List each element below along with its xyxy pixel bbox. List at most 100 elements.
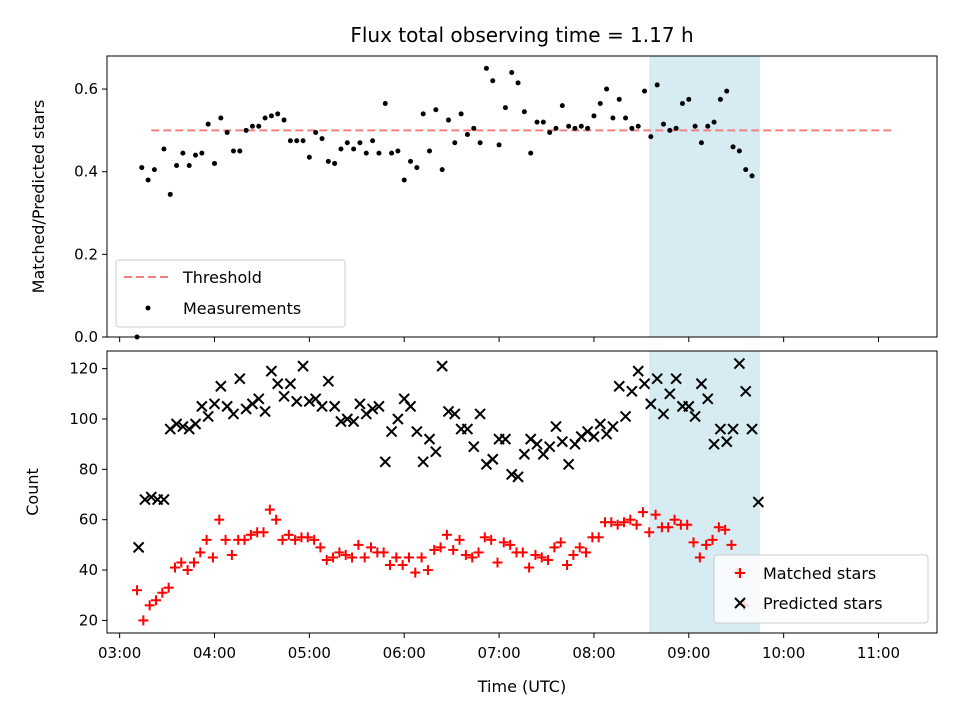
predicted-stars-point [657,408,670,420]
matched-stars-point [353,539,364,550]
matched-stars-point [574,542,585,553]
measurement-point [724,88,730,94]
matched-stars-point [384,560,395,571]
matched-stars-point [486,534,497,545]
predicted-stars-point [695,378,708,390]
matched-stars-point [568,549,579,560]
measurement-point [243,127,249,133]
predicted-stars-point [234,372,246,385]
predicted-stars-point [284,378,297,390]
matched-stars-point [151,595,162,606]
y-tick-label: 40 [79,561,98,579]
predicted-stars-point [423,433,436,445]
predicted-stars-point [506,468,518,481]
x-tick-label: 07:00 [477,644,520,662]
predicted-stars-point [392,413,404,425]
predicted-stars-point [721,435,733,448]
measurement-point [433,107,439,113]
predicted-stars-point [328,400,341,413]
predicted-stars-point [499,433,512,445]
measurement-point [711,119,717,125]
matched-stars-point [169,562,180,573]
predicted-stars-point [670,372,682,385]
predicted-stars-point [607,420,619,433]
measurement-point [686,96,692,102]
predicted-stars-point [227,408,240,420]
measurement-point [281,117,287,123]
matched-stars-point [271,514,282,525]
matched-stars-point [618,517,629,528]
measurement-point [186,163,192,169]
predicted-stars-point [316,400,328,413]
y-tick-label: 0.2 [74,245,98,263]
matched-stars-point [315,542,326,553]
legend-measurements-swatch [145,305,151,311]
matched-stars-point [543,554,554,565]
measurement-point [566,123,572,129]
bottom-x-axis: 03:00 04:00 05:00 06:00 07:00 08:00 09:00 10:00… [98,633,900,662]
matched-stars-series [132,504,750,626]
measurement-point [610,115,616,121]
predicted-stars-point [752,496,765,508]
predicted-stars-point [373,400,385,413]
matched-stars-point [473,547,484,558]
matched-stars-point [188,557,199,568]
matched-stars-point [448,544,459,555]
matched-stars-point [498,537,509,548]
matched-stars-point [549,542,560,553]
matched-stars-point [441,529,452,540]
matched-stars-point [277,534,288,545]
x-tick-label: 09:00 [667,644,710,662]
x-tick-label: 06:00 [383,644,426,662]
measurement-point [319,136,325,142]
predicted-stars-point [461,423,474,435]
measurement-point [427,148,433,154]
y-tick-label: 20 [79,611,98,629]
measurement-point [313,129,319,135]
matched-stars-point [328,552,339,563]
chart-title: Flux total observing time = 1.17 h [350,23,693,47]
measurement-point [205,121,211,127]
measurement-point [692,123,698,129]
y-tick-label: 0.6 [74,80,98,98]
y-tick-label: 0.0 [74,328,98,346]
predicted-stars-point [436,360,448,372]
measurement-point [521,109,527,115]
matched-stars-point [334,547,345,558]
matched-stars-point [644,527,655,538]
matched-stars-point [460,549,471,560]
legend-matched-label: Matched stars [763,564,876,583]
predicted-stars-point [531,438,543,450]
measurement-point [167,191,173,197]
predicted-stars-point [449,408,461,420]
measurement-point [660,121,666,127]
matched-stars-point [612,519,623,530]
measurement-point [294,138,300,144]
predicted-stars-point [385,425,398,438]
measurement-point [357,140,363,146]
measurement-point [376,150,382,156]
measurement-point [370,138,376,144]
measurement-point [464,132,470,138]
measurement-point [401,177,407,183]
matched-stars-point [283,529,294,540]
measurement-point [338,146,344,152]
predicted-stars-point [588,430,600,443]
y-tick-label: 80 [79,460,98,478]
predicted-stars-point [259,405,271,418]
measurement-point [180,150,186,156]
top-x-axis [119,337,880,342]
measurement-point [635,123,641,129]
matched-stars-point [606,517,617,528]
predicted-stars-point [170,418,183,430]
matched-stars-point [347,552,358,563]
predicted-stars-point [550,420,562,433]
measurement-point [212,160,218,166]
predicted-stars-point [430,446,442,458]
top-highlight-window [649,56,760,337]
measurement-point [230,148,236,154]
predicted-stars-point [562,458,575,471]
measurement-point [471,125,477,131]
predicted-stars-point [664,388,676,400]
